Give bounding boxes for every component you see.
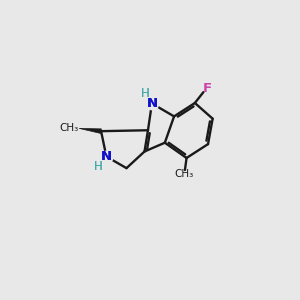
Text: H: H — [141, 87, 150, 100]
Polygon shape — [79, 128, 101, 134]
Text: CH₃: CH₃ — [174, 169, 194, 179]
Text: F: F — [203, 82, 212, 95]
Text: CH₃: CH₃ — [60, 123, 79, 133]
Text: H: H — [141, 87, 150, 100]
Text: H: H — [94, 160, 103, 173]
Text: N: N — [101, 150, 112, 163]
Text: H: H — [94, 160, 103, 173]
Text: N: N — [101, 150, 112, 163]
Text: N: N — [146, 97, 158, 110]
Text: N: N — [146, 97, 158, 110]
